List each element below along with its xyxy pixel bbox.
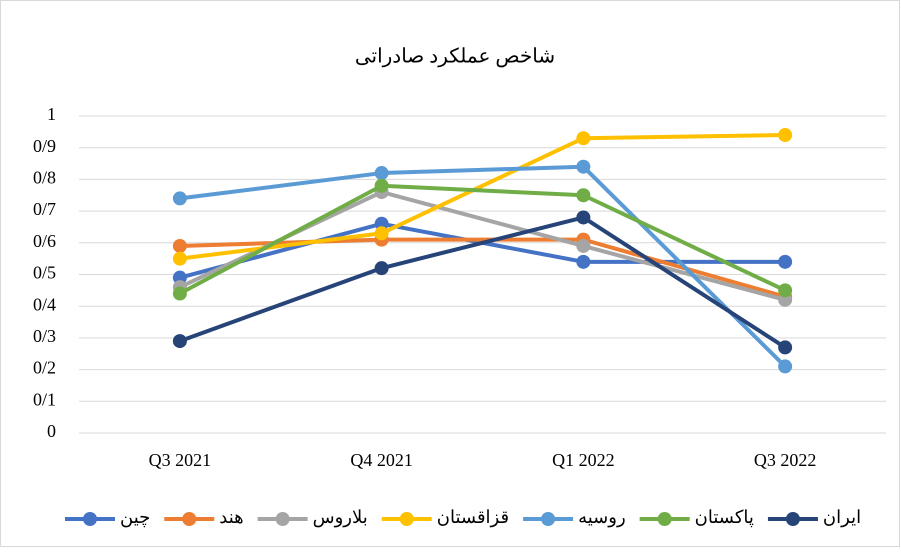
y-tick-label: 0/3 <box>33 326 56 346</box>
series-point <box>172 238 187 253</box>
y-tick-label: 0/5 <box>33 263 56 283</box>
legend-marker <box>657 512 672 526</box>
y-tick-label: 0/2 <box>33 358 56 378</box>
y-tick-label: 0/1 <box>33 389 56 409</box>
series-point <box>576 159 591 174</box>
x-tick-label: Q3 2021 <box>149 450 212 470</box>
series-point <box>576 238 591 253</box>
x-tick-label: Q3 2022 <box>754 450 817 470</box>
x-tick-label: Q1 2022 <box>552 450 615 470</box>
y-tick-label: 0/8 <box>33 168 56 188</box>
legend-marker <box>399 512 414 526</box>
series-point <box>172 191 187 206</box>
y-tick-label: 0/7 <box>33 199 56 219</box>
series-point <box>576 188 591 203</box>
y-tick-label: 0/4 <box>33 294 56 314</box>
y-tick-label: 0/6 <box>33 231 56 251</box>
legend-marker <box>275 512 290 526</box>
series-point <box>374 261 389 276</box>
series-point <box>374 178 389 193</box>
series-point <box>778 283 793 298</box>
y-tick-label: 0/9 <box>33 136 56 156</box>
legend-label: چین <box>120 507 150 528</box>
legend-label: قزاقستان <box>437 507 509 528</box>
legend-label: بلاروس <box>313 507 368 528</box>
legend-marker <box>785 512 800 526</box>
series-point <box>172 334 187 349</box>
series-point <box>576 131 591 146</box>
legend-marker <box>182 512 197 526</box>
legend-label: روسیه <box>578 507 626 528</box>
series-point <box>778 359 793 374</box>
legend-label: پاکستان <box>695 507 754 528</box>
series-line <box>179 164 787 368</box>
x-tick-label: Q4 2021 <box>350 450 413 470</box>
series-point <box>374 166 389 181</box>
y-tick-label: 0 <box>47 421 56 441</box>
series-point <box>576 210 591 225</box>
chart-title: شاخص عملکرد صادراتی <box>355 46 555 68</box>
series-point <box>778 340 793 355</box>
series-line <box>178 183 786 296</box>
series-point <box>778 254 793 269</box>
legend-marker <box>83 512 97 526</box>
series-point <box>172 251 187 266</box>
series-point <box>576 254 591 269</box>
legend-label: ایران <box>823 507 861 528</box>
legend-marker <box>541 512 556 526</box>
series-line <box>179 133 786 261</box>
series-point <box>374 226 389 241</box>
series-point <box>172 286 187 301</box>
series-line <box>179 215 787 350</box>
y-tick-label: 1 <box>47 104 56 124</box>
legend-label: هند <box>219 507 243 527</box>
series-point <box>778 128 793 143</box>
